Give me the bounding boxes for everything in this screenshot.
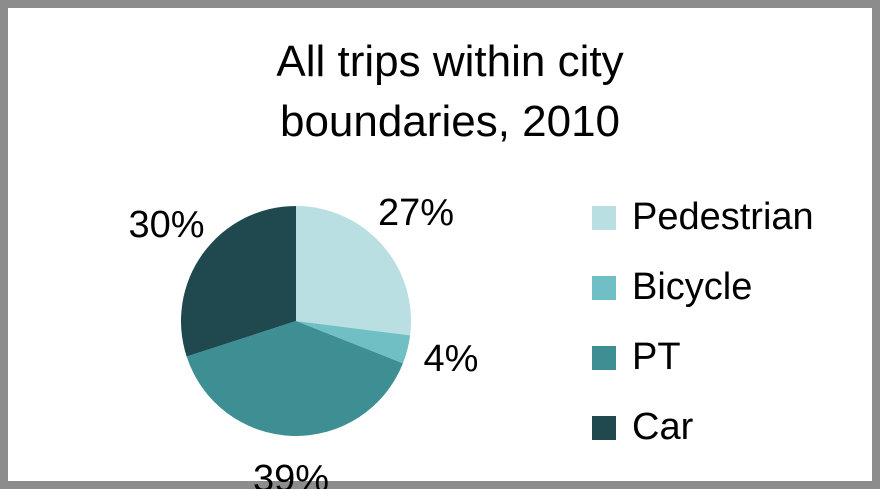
legend-label: PT (632, 336, 681, 378)
pie-slice (296, 321, 411, 364)
legend-label: Pedestrian (632, 196, 814, 238)
legend-label: Bicycle (632, 266, 752, 308)
legend-label: Car (632, 406, 694, 448)
legend-swatch (592, 346, 616, 370)
data-label: 30% (129, 204, 205, 246)
legend-swatch (592, 416, 616, 440)
chart-title: All trips within city boundaries, 2010 (276, 37, 624, 146)
data-label: 27% (378, 192, 454, 234)
legend-swatch (592, 276, 616, 300)
data-label: 39% (253, 458, 329, 489)
pie-slice (296, 206, 411, 336)
pie-slice (180, 205, 296, 357)
data-label: 4% (424, 338, 479, 380)
pie-slice (186, 321, 403, 436)
legend-swatch (592, 206, 616, 230)
